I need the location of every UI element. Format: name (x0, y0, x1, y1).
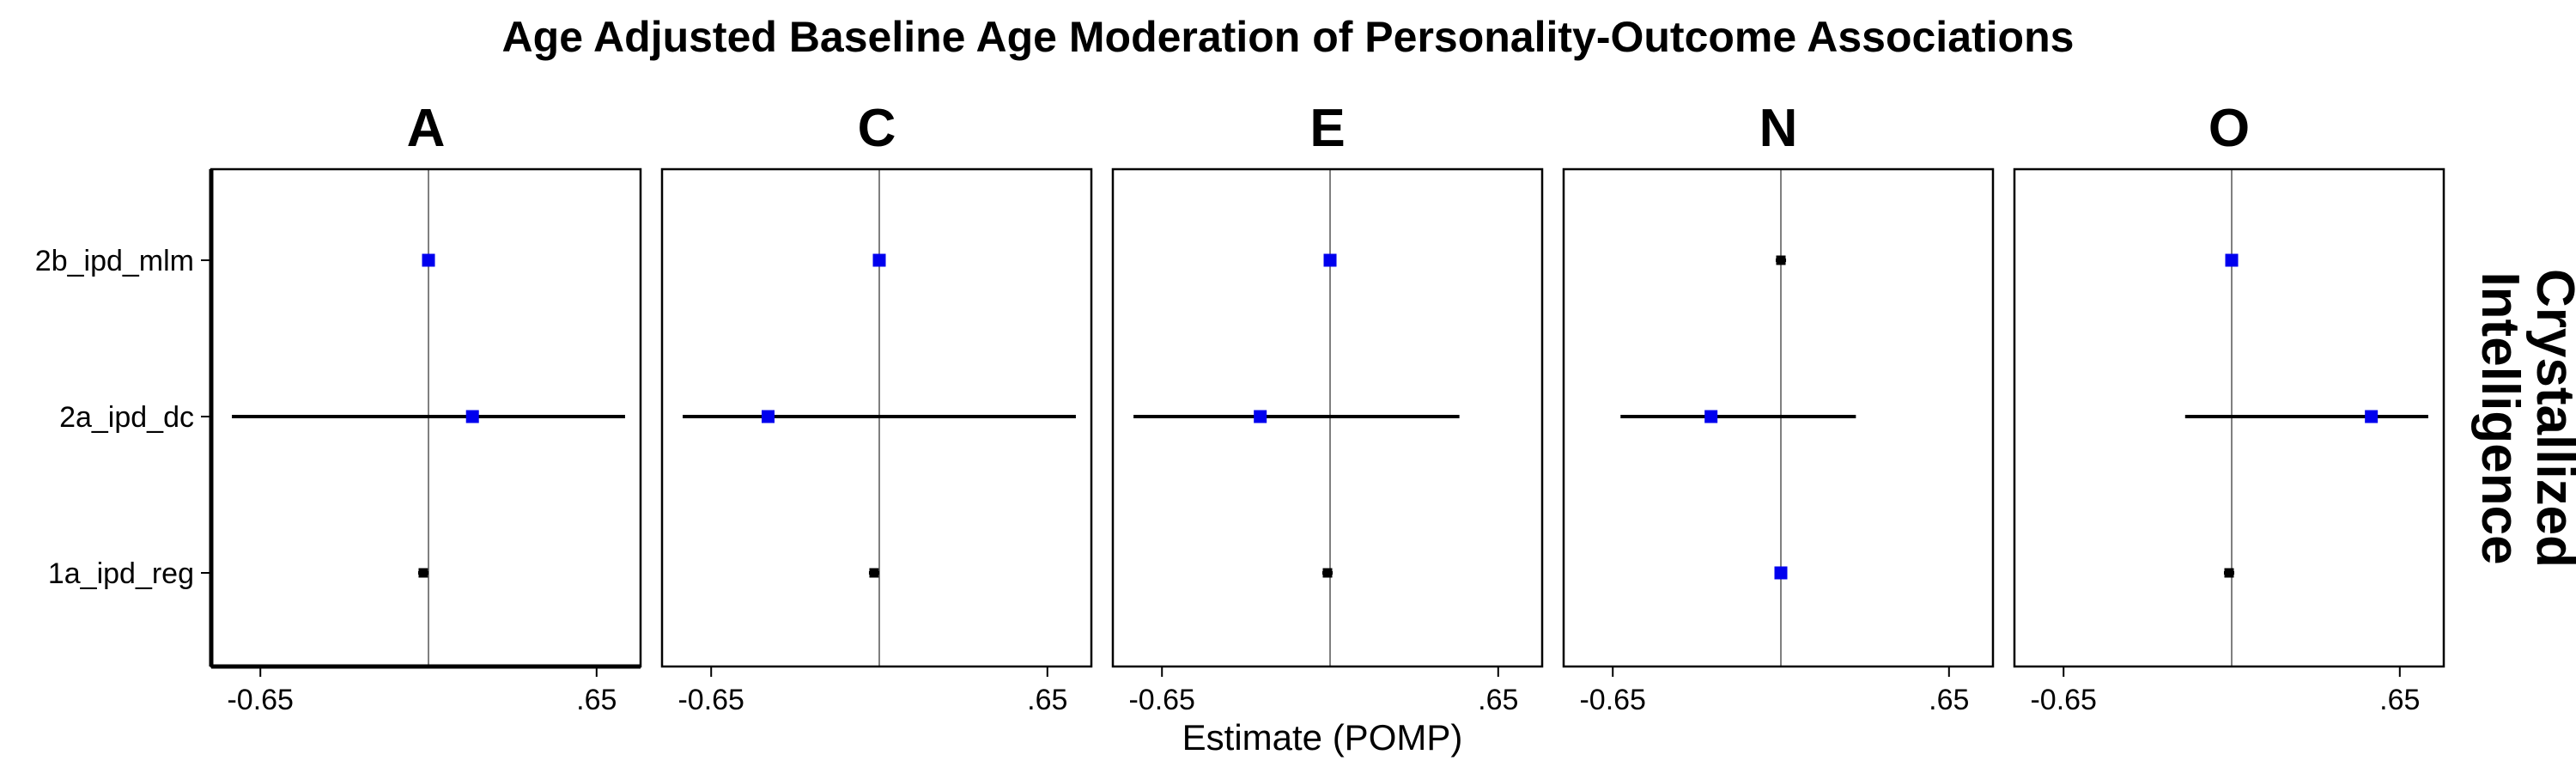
chart-title: Age Adjusted Baseline Age Moderation of … (502, 13, 2075, 61)
point-marker (2224, 568, 2234, 578)
facet-title: C (858, 99, 896, 158)
facet-title: O (2208, 99, 2250, 158)
x-tick-label: .65 (1929, 684, 1969, 716)
x-tick-label: .65 (576, 684, 617, 716)
x-tick-label: .65 (1478, 684, 1518, 716)
x-tick-label: -0.65 (677, 684, 744, 716)
x-tick-label: -0.65 (1128, 684, 1195, 716)
panel-E: E -0.65 .65 (1111, 99, 1544, 716)
y-tick-label: 2a_ipd_dc (59, 401, 194, 434)
point-marker (1254, 410, 1267, 423)
facet-panels: A -0.65 .65 C -0.65 .65 E -0.65 .65 N -0.65 .65 O -0.… (210, 99, 2445, 716)
point-marker (1704, 410, 1718, 423)
facet-title: A (407, 99, 446, 158)
strip-label-line: Crystallized (2525, 269, 2576, 568)
point-marker (422, 253, 435, 267)
point-marker (872, 253, 886, 267)
point-marker (761, 410, 775, 423)
strip-label-line: Intelligence (2470, 271, 2530, 564)
x-tick-label: -0.65 (227, 684, 294, 716)
point-marker (1322, 568, 1333, 578)
x-axis-title: Estimate (POMP) (1182, 717, 1463, 758)
point-marker (2225, 253, 2239, 267)
x-tick-label: -0.65 (1579, 684, 1646, 716)
point-marker (418, 568, 428, 578)
x-tick-label: .65 (1027, 684, 1067, 716)
panel-border (1562, 167, 1995, 668)
point-marker (869, 568, 879, 578)
point-marker (2365, 410, 2379, 423)
panel-border (660, 167, 1093, 668)
x-tick-label: .65 (2379, 684, 2420, 716)
panel-O: O -0.65 .65 (2013, 99, 2445, 716)
panel-A: A -0.65 .65 (210, 99, 642, 716)
point-marker (1774, 566, 1788, 580)
y-tick-label: 1a_ipd_reg (48, 557, 194, 590)
panel-N: N -0.65 .65 (1562, 99, 1995, 716)
point-marker (1323, 253, 1337, 267)
strip-label: CrystallizedIntelligence (2470, 269, 2576, 568)
point-marker (1776, 255, 1786, 265)
x-tick-label: -0.65 (2030, 684, 2097, 716)
facet-title: E (1309, 99, 1345, 158)
facet-title: N (1759, 99, 1798, 158)
y-tick-label: 2b_ipd_mlm (35, 245, 194, 277)
panel-border (2013, 167, 2445, 668)
y-axis: 2b_ipd_mlm 2a_ipd_dc 1a_ipd_reg (35, 169, 641, 669)
panel-C: C -0.65 .65 (660, 99, 1093, 716)
panel-border (1111, 167, 1544, 668)
point-marker (465, 410, 479, 423)
